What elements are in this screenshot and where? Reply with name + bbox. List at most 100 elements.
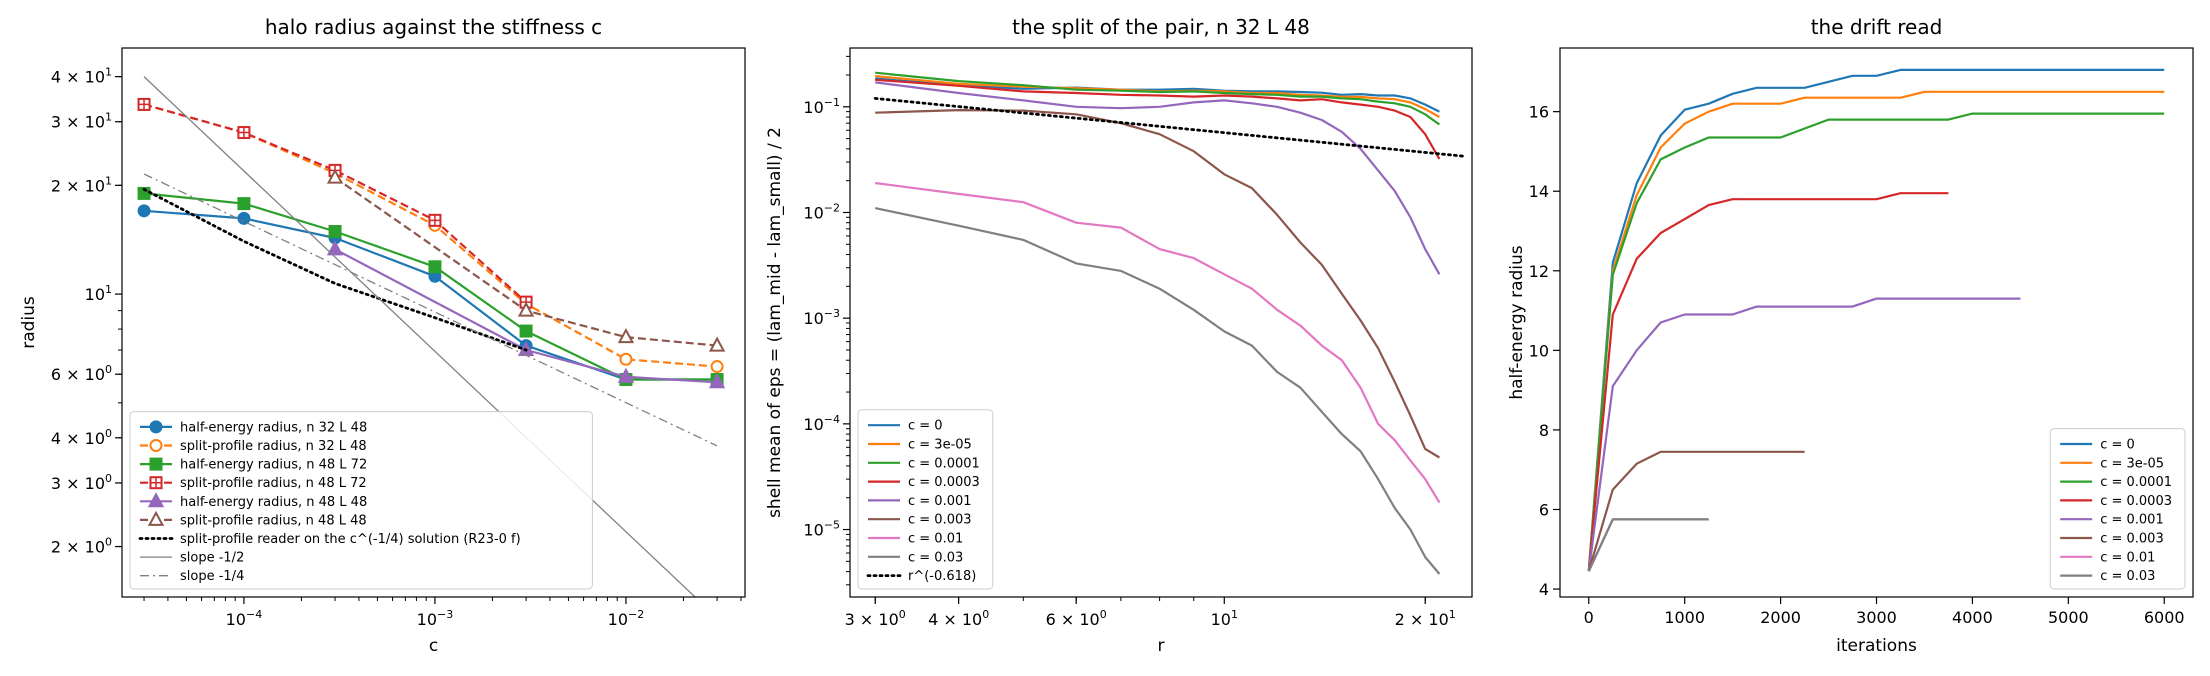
series-6-point [617,328,635,344]
x-tick-label: 2000 [1760,608,1801,627]
x-axis-label: iterations [1836,636,1917,656]
plot-frame [121,47,746,598]
legend-box [129,411,593,590]
legend-label: c = 0.0003 [908,475,980,490]
series-line-7 [1587,518,1709,572]
series-line-8 [874,207,1441,575]
y-tick-label: 6 × 100 [51,363,112,384]
y-tick-label: 4 × 101 [51,66,112,87]
y-tick-label: 3 × 100 [51,472,112,493]
chart-3: the drift read 0 1000 2000 3000 4000 5000 6000 4… [1507,15,2194,656]
y-tick-label: 101 [85,283,112,304]
legend-label: c = 0.0001 [2100,475,2172,490]
legend-marker [149,420,163,434]
x-tick-label: 2 × 101 [1395,608,1456,629]
legend-label: c = 0.03 [908,550,963,565]
legend-label: c = 0.003 [2100,532,2164,547]
plot-area [137,76,726,597]
y-tick-label: 8 [1539,421,1549,440]
legend-label: c = 0 [2100,438,2135,453]
series-6-point [708,336,726,352]
series-line-6 [875,108,1440,459]
legend-label: slope -1/2 [180,551,244,566]
y-tick-label: 16 [1529,103,1549,122]
series-2-point [619,352,633,366]
series-4-point-plus [138,98,150,110]
series-1-point [137,204,151,218]
series-line-5 [334,248,718,384]
x-tick-label: 4 × 100 [928,608,989,629]
plot-area [1587,68,2165,572]
legend-label: c = 0.003 [908,513,972,528]
plot-frame [849,47,1473,598]
legend: c = 0 c = 3e-05 c = 0.0001 c = 0.0003 c = 0.… [2049,428,2186,590]
series-5-point [326,240,344,256]
y-tick-label: 10−2 [803,201,840,222]
legend-label: split-profile radius, n 32 L 48 [180,439,367,454]
plot-area [873,71,1468,575]
x-tick-label: 6000 [2144,608,2185,627]
series-line-8 [143,76,697,597]
y-tick-label: 10−3 [803,307,840,328]
legend-label: c = 0.001 [2100,513,2164,528]
y-tick-label: 10−5 [803,519,840,540]
legend-marker [149,457,163,471]
y-axis-label: shell mean of eps = (lam_mid - lam_small… [765,127,785,518]
series-5-point [708,373,726,389]
series-2-point [710,360,724,374]
y-axis-label: half-energy radius [1507,245,1527,399]
legend-label: half-energy radius, n 48 L 72 [180,458,367,473]
x-axis-label: c [429,636,438,656]
x-tick-label: 0 [1584,608,1594,627]
series-4-point-plus [429,214,441,226]
series-line-4 [1587,192,1949,572]
series-3-point [328,225,342,239]
series-6-point [326,168,344,184]
series-line-3 [875,71,1441,126]
x-tick-label: 5000 [2048,608,2089,627]
legend-label: c = 0.01 [908,532,963,547]
y-tick-label: 12 [1529,262,1549,281]
series-line-1 [143,209,718,381]
series-line-4 [875,78,1441,160]
series-line-1 [1587,68,2165,572]
series-3-point [519,324,533,338]
x-tick-label: 1000 [1664,608,1705,627]
legend: c = 0 c = 3e-05 c = 0.0001 c = 0.0003 c = 0.… [857,409,994,590]
y-tick-label: 3 × 101 [51,111,112,132]
series-line-3 [1587,112,2165,572]
y-tick-label: 2 × 100 [51,536,112,557]
legend-marker [149,439,163,452]
legend-label: r^(-0.618) [908,569,976,584]
legend-label: half-energy radius, n 48 L 48 [180,495,367,510]
series-line-7 [875,181,1441,504]
legend-box [857,409,994,590]
series-line-9 [873,97,1468,158]
chart-title: the split of the pair, n 32 L 48 [1012,15,1310,39]
x-tick-label: 10−3 [417,608,454,629]
legend-label: c = 0 [908,419,943,434]
legend-label: c = 0.0003 [2100,494,2172,509]
plot-frame [1559,47,2194,598]
series-line-6 [1587,450,1805,572]
x-tick-label: 6 × 100 [1046,608,1107,629]
y-tick-label: 6 [1539,500,1549,519]
x-tick-label: 4000 [1952,608,1993,627]
legend-marker-plus [150,477,162,489]
chart-2: the split of the pair, n 32 L 48 3 × 100 4… [765,15,1473,656]
x-tick-label: 3 × 100 [845,608,906,629]
legend-label: c = 3e-05 [2100,456,2164,471]
chart-title: the drift read [1811,15,1943,39]
legend-label: split-profile radius, n 48 L 72 [180,476,367,491]
legend-label: split-profile radius, n 48 L 48 [180,513,367,528]
x-tick-label: 10−2 [608,608,645,629]
series-line-2 [875,75,1440,118]
legend-label: slope -1/4 [180,569,244,584]
series-line-2 [1587,90,2165,572]
legend-label: c = 0.03 [2100,569,2155,584]
series-4-point-plus [238,127,250,139]
legend-label: c = 0.0001 [908,456,980,471]
x-tick-label: 101 [1211,608,1238,629]
y-tick-label: 4 × 100 [51,427,112,448]
